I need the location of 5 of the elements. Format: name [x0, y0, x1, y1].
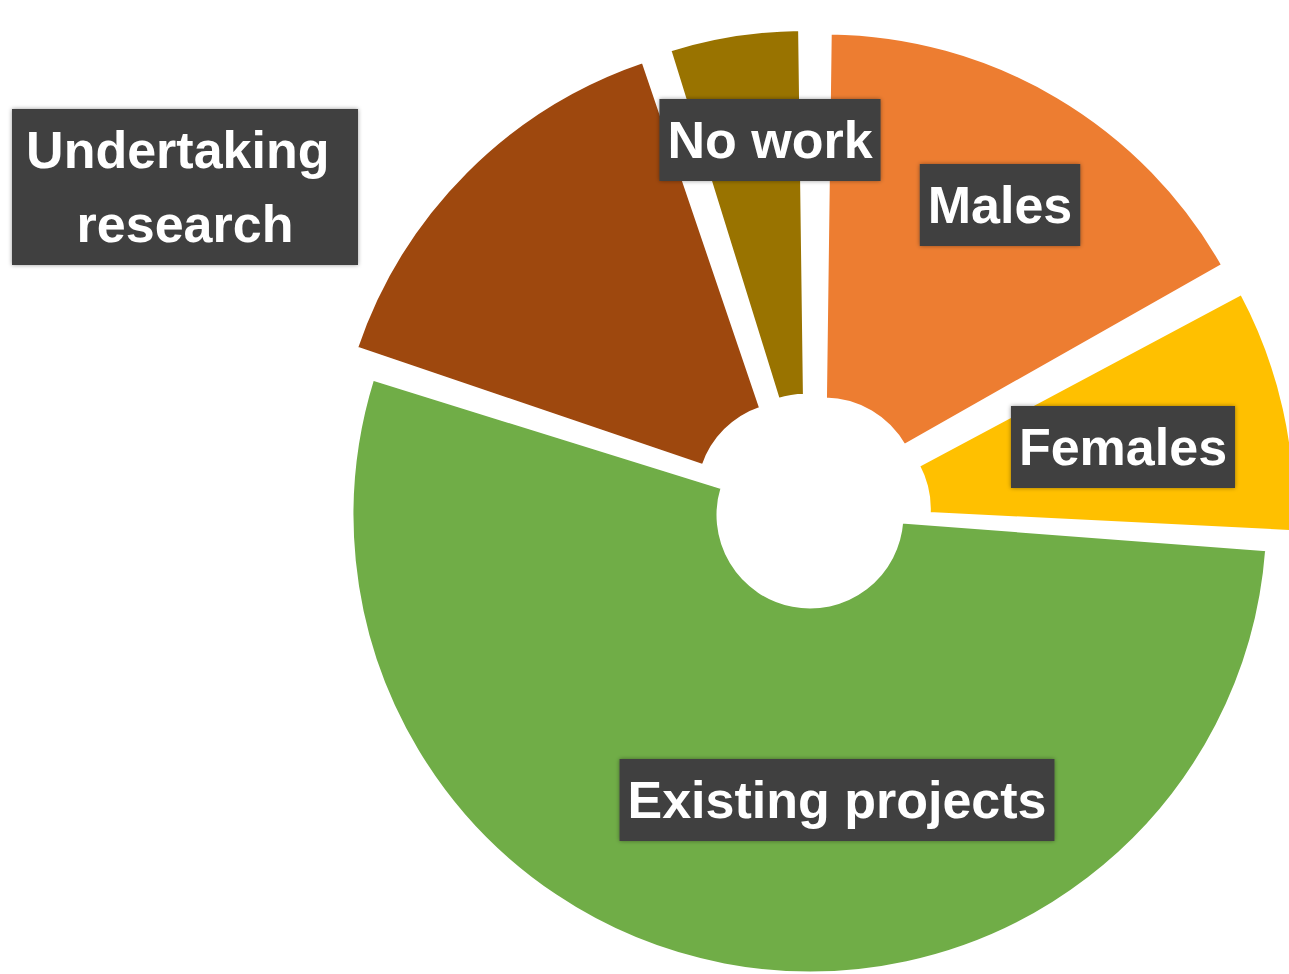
slice-label: Females — [1018, 418, 1228, 476]
slice-label: Existing projects — [627, 771, 1047, 829]
slice-label: No work — [667, 111, 873, 169]
slice-label: Males — [927, 176, 1073, 234]
slice-label: Undertaking research — [26, 121, 344, 253]
